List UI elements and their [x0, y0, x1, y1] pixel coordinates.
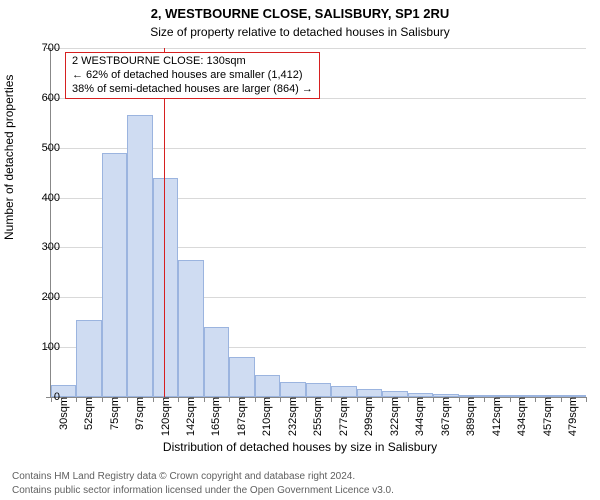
- reference-line: [164, 48, 165, 397]
- histogram-bar: [153, 178, 178, 397]
- x-tick-label: 479sqm: [567, 397, 579, 436]
- y-tick-label: 200: [42, 291, 60, 303]
- x-tick-mark: [204, 397, 205, 402]
- x-axis-label: Distribution of detached houses by size …: [0, 440, 600, 454]
- x-tick-mark: [102, 397, 103, 402]
- x-tick-mark: [510, 397, 511, 402]
- histogram-bar: [76, 320, 101, 397]
- x-tick-label: 97sqm: [134, 397, 146, 430]
- gridline: [51, 48, 586, 49]
- x-tick-label: 187sqm: [236, 397, 248, 436]
- x-tick-mark: [331, 397, 332, 402]
- x-tick-mark: [586, 397, 587, 402]
- x-tick-mark: [535, 397, 536, 402]
- chart-container: 2, WESTBOURNE CLOSE, SALISBURY, SP1 2RU …: [0, 0, 600, 500]
- x-tick-mark: [459, 397, 460, 402]
- y-axis-label: Number of detached properties: [2, 75, 16, 240]
- y-tick-label: 300: [42, 241, 60, 253]
- x-tick-mark: [51, 397, 52, 402]
- x-tick-mark: [178, 397, 179, 402]
- x-tick-label: 412sqm: [491, 397, 503, 436]
- histogram-bar: [255, 375, 280, 397]
- x-tick-label: 389sqm: [465, 397, 477, 436]
- x-tick-label: 232sqm: [287, 397, 299, 436]
- footer-line-2: Contains public sector information licen…: [12, 485, 394, 496]
- x-tick-mark: [127, 397, 128, 402]
- x-tick-mark: [382, 397, 383, 402]
- x-tick-label: 322sqm: [389, 397, 401, 436]
- x-tick-label: 367sqm: [440, 397, 452, 436]
- x-tick-label: 299sqm: [363, 397, 375, 436]
- x-tick-mark: [255, 397, 256, 402]
- callout-line: ← 62% of detached houses are smaller (1,…: [72, 69, 313, 83]
- x-tick-label: 142sqm: [185, 397, 197, 436]
- histogram-bar: [331, 386, 356, 397]
- x-tick-mark: [76, 397, 77, 402]
- histogram-bar: [306, 383, 331, 397]
- histogram-bar: [102, 153, 127, 397]
- y-tick-label: 400: [42, 192, 60, 204]
- callout-line: 38% of semi-detached houses are larger (…: [72, 83, 313, 97]
- plot-area: 30sqm52sqm75sqm97sqm120sqm142sqm165sqm18…: [50, 48, 586, 398]
- x-tick-label: 277sqm: [338, 397, 350, 436]
- histogram-bar: [204, 327, 229, 397]
- x-tick-label: 255sqm: [313, 397, 325, 436]
- x-tick-label: 75sqm: [109, 397, 121, 430]
- x-tick-label: 434sqm: [516, 397, 528, 436]
- x-tick-label: 457sqm: [542, 397, 554, 436]
- x-tick-mark: [306, 397, 307, 402]
- x-tick-mark: [357, 397, 358, 402]
- x-tick-mark: [433, 397, 434, 402]
- histogram-bar: [280, 382, 305, 397]
- chart-subtitle: Size of property relative to detached ho…: [0, 25, 600, 39]
- x-tick-label: 52sqm: [83, 397, 95, 430]
- histogram-bar: [127, 115, 152, 397]
- histogram-bar: [178, 260, 203, 397]
- y-tick-label: 700: [42, 42, 60, 54]
- y-tick-label: 600: [42, 92, 60, 104]
- x-tick-label: 120sqm: [160, 397, 172, 436]
- x-tick-mark: [484, 397, 485, 402]
- chart-title: 2, WESTBOURNE CLOSE, SALISBURY, SP1 2RU: [0, 6, 600, 21]
- x-tick-label: 344sqm: [414, 397, 426, 436]
- footer-line-1: Contains HM Land Registry data © Crown c…: [12, 471, 355, 482]
- x-tick-mark: [229, 397, 230, 402]
- histogram-bar: [229, 357, 254, 397]
- histogram-bar: [357, 389, 382, 397]
- x-tick-mark: [153, 397, 154, 402]
- y-tick-label: 100: [42, 341, 60, 353]
- y-tick-label: 500: [42, 142, 60, 154]
- x-tick-label: 210sqm: [262, 397, 274, 436]
- x-tick-mark: [408, 397, 409, 402]
- x-tick-mark: [561, 397, 562, 402]
- x-tick-label: 165sqm: [211, 397, 223, 436]
- y-tick-label: 0: [54, 391, 60, 403]
- callout-line: 2 WESTBOURNE CLOSE: 130sqm: [72, 55, 313, 69]
- x-tick-mark: [280, 397, 281, 402]
- callout-box: 2 WESTBOURNE CLOSE: 130sqm← 62% of detac…: [65, 52, 320, 99]
